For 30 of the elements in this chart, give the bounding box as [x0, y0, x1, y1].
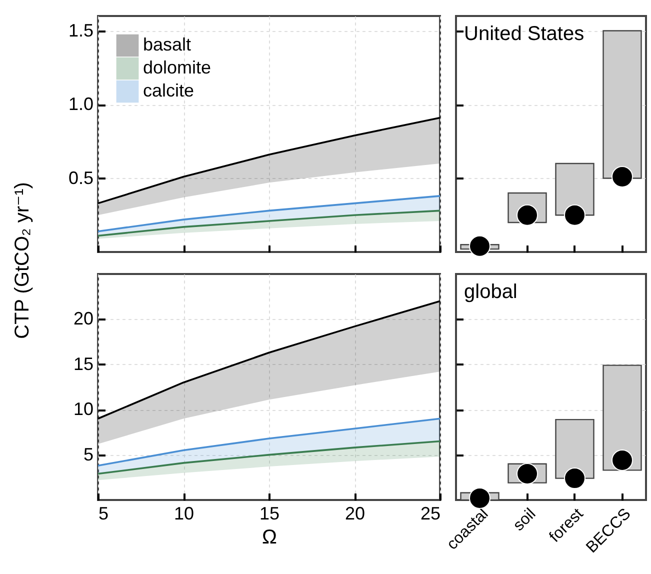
y-tick-label: 15: [73, 354, 94, 374]
x-tick-label: 20: [344, 504, 366, 524]
bar: [602, 364, 642, 471]
legend-label: calcite: [143, 80, 194, 100]
y-tick-label: 10: [73, 399, 94, 420]
annotation: United States: [464, 23, 584, 45]
point: [612, 449, 633, 471]
point: [564, 468, 586, 490]
bar: [555, 418, 594, 479]
x-tick-label: 15: [259, 504, 280, 524]
y-tick-label: 5: [83, 444, 94, 464]
point: [469, 487, 490, 509]
y-tick-label: 0.5: [68, 168, 94, 188]
point: [516, 463, 538, 485]
x-tick-label: 5: [98, 504, 109, 524]
legend-label: basalt: [143, 34, 192, 54]
line-series: [97, 440, 441, 475]
y-tick-label: 1.0: [68, 94, 94, 114]
x-tick-label: 10: [174, 504, 194, 524]
bar: [555, 162, 594, 216]
line-series: [97, 300, 441, 420]
y-axis-title: CTP (GtCO₂ yr⁻¹): [12, 182, 34, 339]
x-tick-label: soil: [510, 506, 540, 534]
bar: [602, 30, 642, 179]
legend-label: dolomite: [143, 58, 212, 78]
x-tick-label: 25: [420, 504, 440, 524]
y-tick-label: 20: [73, 308, 94, 329]
y-tick-label: 1.5: [68, 20, 94, 40]
x-axis-title: Ω: [262, 526, 278, 548]
annotation: global: [464, 281, 518, 303]
